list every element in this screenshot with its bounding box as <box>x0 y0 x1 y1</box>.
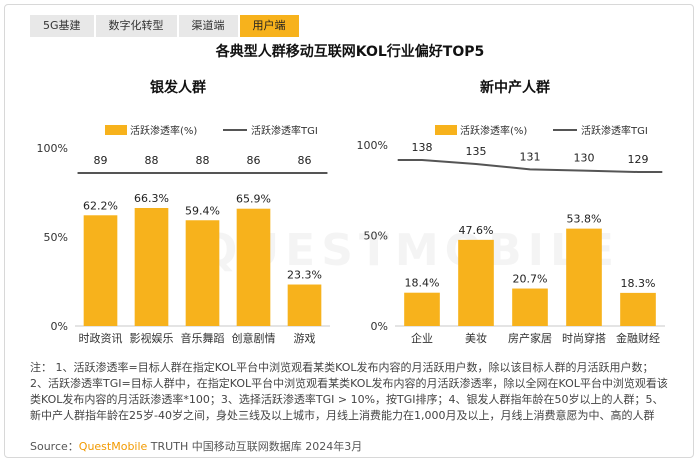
legend-bar-label: 活跃渗透率(%) <box>460 124 527 137</box>
tgi-value-label: 89 <box>94 154 108 167</box>
y-tick-label: 50% <box>364 230 388 243</box>
bar <box>185 220 220 326</box>
bar-value-label: 18.4% <box>405 277 440 290</box>
y-tick-label: 100% <box>357 139 388 152</box>
tgi-value-label: 88 <box>196 154 210 167</box>
tab-digital-transformation[interactable]: 数字化转型 <box>95 15 177 37</box>
bar <box>566 228 602 326</box>
footnote: 注： 1、活跃渗透率=目标人群在指定KOL平台中浏览观看某类KOL发布内容的月活… <box>30 361 668 422</box>
tgi-value-label: 88 <box>145 154 159 167</box>
category-tabs: 5G基建 数字化转型 渠道端 用户端 <box>30 15 299 37</box>
tab-channel[interactable]: 渠道端 <box>178 15 238 37</box>
legend-bar-swatch <box>435 125 457 135</box>
bar-value-label: 62.2% <box>83 199 118 212</box>
right-panel-title: 新中产人群 <box>480 80 550 96</box>
bar <box>512 288 548 326</box>
tgi-value-label: 135 <box>466 145 487 158</box>
bar <box>404 292 440 326</box>
source-line: Source：QuestMobile TRUTH 中国移动互联网数据库 2024… <box>30 438 362 454</box>
y-tick-label: 0% <box>371 320 388 333</box>
bar-value-label: 65.9% <box>236 193 271 206</box>
tgi-line <box>397 159 663 173</box>
x-tick-label: 房产家居 <box>508 331 552 345</box>
y-tick-label: 100% <box>37 142 68 155</box>
tgi-value-label: 86 <box>247 154 261 167</box>
bar-value-label: 20.7% <box>513 273 548 286</box>
bar-value-label: 18.3% <box>621 277 656 290</box>
y-tick-label: 50% <box>44 231 68 244</box>
y-tick-label: 0% <box>51 320 68 333</box>
legend-bar-label: 活跃渗透率(%) <box>130 124 197 137</box>
bar <box>620 292 656 326</box>
tgi-value-label: 86 <box>298 154 312 167</box>
x-tick-label: 美妆 <box>465 332 487 345</box>
x-tick-label: 游戏 <box>294 332 316 345</box>
tab-5g[interactable]: 5G基建 <box>30 15 94 37</box>
x-tick-label: 时尚穿搭 <box>562 331 606 345</box>
x-tick-label: 创意剧情 <box>232 331 276 345</box>
legend-line-label: 活跃渗透率TGI <box>581 124 648 137</box>
x-tick-label: 时政资讯 <box>79 331 123 345</box>
x-tick-label: 音乐舞蹈 <box>181 331 225 345</box>
source-rest: TRUTH 中国移动互联网数据库 2024年3月 <box>147 440 363 453</box>
bar-value-label: 23.3% <box>287 269 322 282</box>
legend-line-label: 活跃渗透率TGI <box>251 124 318 137</box>
bar <box>458 239 494 326</box>
tgi-value-label: 131 <box>520 150 541 163</box>
source-prefix: Source： <box>30 440 79 453</box>
chart-main-title: 各典型人群移动互联网KOL行业偏好TOP5 <box>215 44 485 60</box>
tgi-value-label: 130 <box>574 152 595 165</box>
tab-user[interactable]: 用户端 <box>239 15 299 37</box>
bar <box>287 284 322 326</box>
card-frame <box>4 4 694 458</box>
tgi-value-label: 138 <box>412 141 433 154</box>
bar-value-label: 66.3% <box>134 192 169 205</box>
bar-value-label: 47.6% <box>459 224 494 237</box>
legend-bar-swatch <box>105 125 127 135</box>
left-panel-title: 银发人群 <box>150 80 206 96</box>
bar <box>236 208 271 326</box>
source-brand: QuestMobile <box>78 440 148 453</box>
x-tick-label: 金融财经 <box>616 331 660 345</box>
bar <box>134 207 169 326</box>
bar-value-label: 59.4% <box>185 204 220 217</box>
tgi-value-label: 129 <box>628 153 649 166</box>
x-tick-label: 影视娱乐 <box>130 331 174 345</box>
bar-value-label: 53.8% <box>567 213 602 226</box>
bar <box>83 215 118 326</box>
x-tick-label: 企业 <box>411 331 433 345</box>
